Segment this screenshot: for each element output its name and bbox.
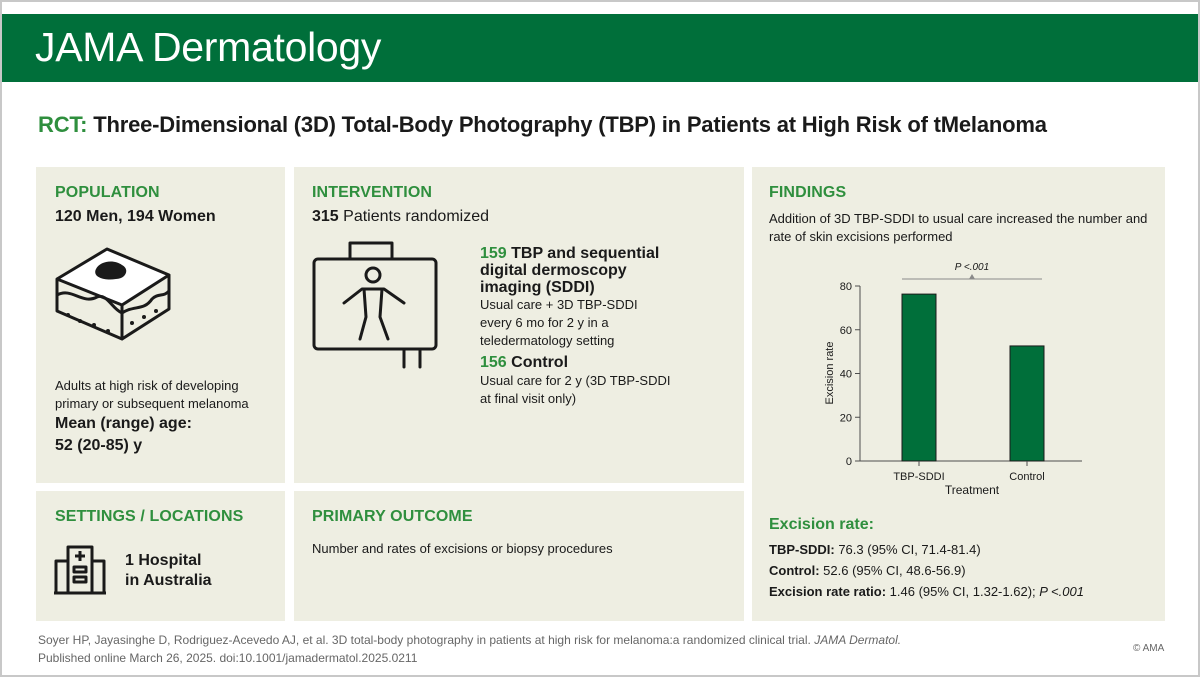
- intervention-panel: INTERVENTION 315 Patients randomized 159…: [294, 167, 744, 483]
- excision-results: TBP-SDDI: 76.3 (95% CI, 71.4-81.4) Contr…: [769, 539, 1084, 602]
- findings-description: Addition of 3D TBP-SDDI to usual care in…: [769, 211, 1148, 244]
- primary-outcome-heading: PRIMARY OUTCOME: [312, 508, 473, 525]
- intervention-heading: INTERVENTION: [312, 184, 433, 201]
- result-ratio: Excision rate ratio: 1.46 (95% CI, 1.32-…: [769, 584, 1084, 599]
- result-tbp-sddi: TBP-SDDI: 76.3 (95% CI, 71.4-81.4): [769, 542, 981, 557]
- result-control: Control: 52.6 (95% CI, 48.6-56.9): [769, 563, 966, 578]
- intervention-arm: 159 TBP and sequential digital dermoscop…: [480, 245, 740, 350]
- population-counts: 120 Men, 194 Women: [55, 208, 216, 225]
- arm2-count: 156: [480, 354, 507, 371]
- full-body-scan-icon: [312, 241, 438, 369]
- settings-panel: SETTINGS / LOCATIONS 1 Hospital in Austr…: [36, 491, 285, 621]
- arm1-title-line2: digital dermoscopy: [480, 262, 627, 279]
- title-prefix: RCT:: [38, 112, 88, 137]
- y-tick-label: 20: [840, 412, 852, 424]
- excision-rate-heading: Excision rate:: [769, 516, 874, 533]
- settings-location: 1 Hospital in Australia: [125, 552, 212, 589]
- y-tick-label: 0: [846, 456, 852, 468]
- primary-outcome-panel: PRIMARY OUTCOME Number and rates of exci…: [294, 491, 744, 621]
- randomized-label: Patients randomized: [338, 208, 490, 225]
- hospital-building-icon: [54, 545, 106, 595]
- randomized-line: 315 Patients randomized: [312, 208, 489, 226]
- settings-heading: SETTINGS / LOCATIONS: [55, 508, 244, 525]
- citation: Soyer HP, Jayasinghe D, Rodriguez-Aceved…: [38, 631, 901, 667]
- population-description: Adults at high risk of developing primar…: [55, 378, 249, 411]
- citation-doi: Published online March 26, 2025. doi:10.…: [38, 651, 418, 665]
- citation-journal: JAMA Dermatol.: [814, 633, 902, 647]
- copyright: © AMA: [1133, 643, 1165, 654]
- arm1-description: Usual care + 3D TBP-SDDI every 6 mo for …: [480, 297, 638, 348]
- primary-outcome-text: Number and rates of excisions or biopsy …: [312, 541, 613, 556]
- citation-text: Soyer HP, Jayasinghe D, Rodriguez-Aceved…: [38, 633, 815, 647]
- findings-heading: FINDINGS: [769, 184, 847, 201]
- arm2-title: Control: [506, 354, 569, 371]
- title-text: Three-Dimensional (3D) Total-Body Photog…: [87, 112, 1047, 137]
- randomized-count: 315: [312, 208, 339, 225]
- x-axis-label: Treatment: [945, 483, 1000, 497]
- population-panel: POPULATION 120 Men, 194 Women Adults at …: [36, 167, 285, 483]
- arm2-description: Usual care for 2 y (3D TBP-SDDI at final…: [480, 373, 671, 406]
- y-tick-label: 40: [840, 369, 852, 381]
- bar-tbp-sddi: [901, 293, 937, 462]
- p-value-label: P <.001: [955, 262, 989, 273]
- journal-header: JAMA Dermatology: [2, 14, 1198, 82]
- age-value: 52 (20-85) y: [55, 437, 143, 454]
- y-tick-label: 80: [840, 281, 852, 293]
- control-arm: 156 Control Usual care for 2 y (3D TBP-S…: [480, 354, 740, 408]
- bar-control: [1009, 345, 1045, 462]
- y-tick-label: 60: [840, 325, 852, 337]
- arm1-title-line1: TBP and sequential: [506, 245, 660, 262]
- population-heading: POPULATION: [55, 184, 160, 201]
- significance-bracket: P <.001: [902, 262, 1042, 280]
- page-title: RCT: Three-Dimensional (3D) Total-Body P…: [38, 112, 1047, 138]
- x-tick-label: Control: [1009, 471, 1044, 483]
- y-axis-label: Excision rate: [824, 342, 836, 405]
- journal-name: JAMA Dermatology: [35, 24, 382, 70]
- bracket-marker: [969, 274, 975, 279]
- arm1-count: 159: [480, 245, 507, 262]
- age-label: Mean (range) age:: [55, 415, 192, 432]
- x-tick-label: TBP-SDDI: [893, 471, 944, 483]
- findings-panel: FINDINGS Addition of 3D TBP-SDDI to usua…: [752, 167, 1165, 621]
- arm1-title-line3: imaging (SDDI): [480, 279, 595, 296]
- skin-lesion-icon: [55, 247, 171, 341]
